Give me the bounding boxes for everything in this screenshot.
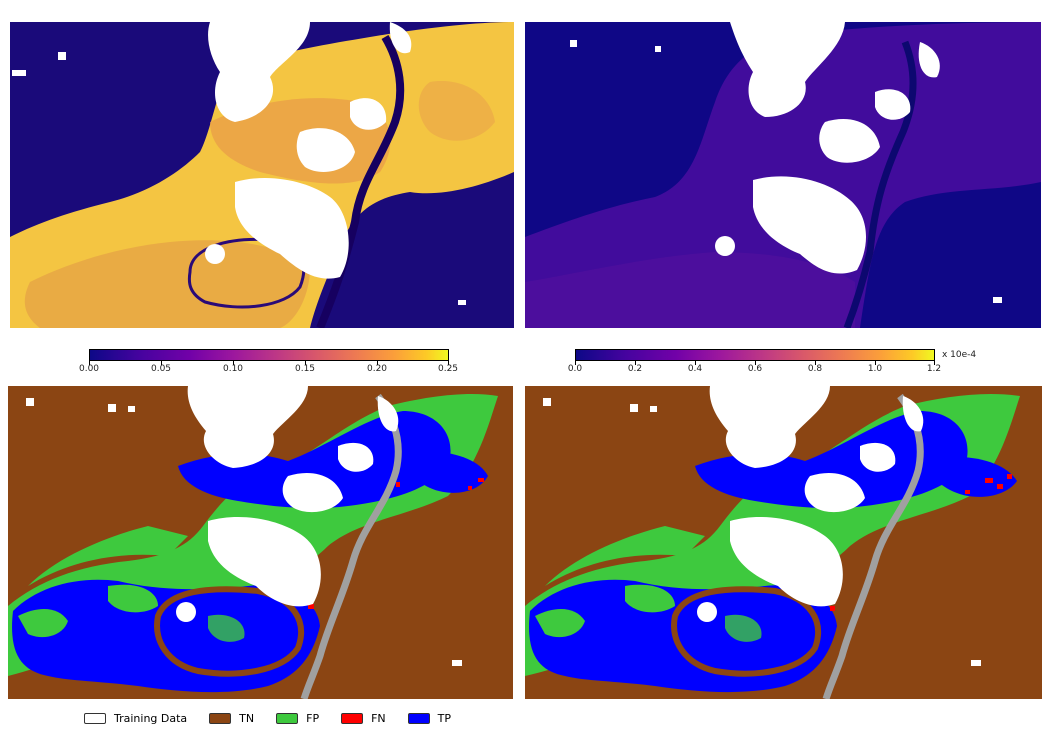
colorbar-tick: [233, 361, 234, 365]
colorbar-tick: [89, 361, 90, 365]
colorbar-unit-label: x 10e-4: [942, 350, 977, 360]
colorbar-tick-label: 1.2: [926, 364, 942, 374]
colorbar-tick: [755, 361, 756, 365]
colorbar-tick-label: 0.0: [567, 364, 583, 374]
colorbar-tick-label: 0.2: [627, 364, 643, 374]
colorbar-tick-label: 0.10: [222, 364, 244, 374]
legend-item-tn: TN: [209, 712, 254, 725]
colorbar-tick: [305, 361, 306, 365]
colorbar-tick: [815, 361, 816, 365]
colorbar-tick-label: 1.0: [867, 364, 883, 374]
colorbar-tick-label: 0.8: [807, 364, 823, 374]
legend-swatch: [84, 712, 106, 724]
colorbar-tick-label: 0.4: [687, 364, 703, 374]
colorbar-tick: [875, 361, 876, 365]
colorbar-mean: [89, 349, 449, 361]
colorbar-tick: [635, 361, 636, 365]
colorbar-tick-label: 0.25: [437, 364, 459, 374]
legend-label: Training Data: [114, 711, 188, 725]
legend-label: FN: [371, 711, 386, 725]
legend-swatch: [341, 712, 364, 724]
colorbar-uncertainty: [575, 349, 935, 361]
colorbar-tick: [448, 361, 449, 365]
legend-label: FP: [306, 711, 320, 725]
legend-item-fn: FN: [341, 712, 386, 725]
colorbar-tick-label: 0.15: [294, 364, 316, 374]
legend: Training Data TN FP FN TP: [84, 710, 473, 726]
legend-swatch: [407, 712, 430, 724]
colorbar-tick-label: 0.00: [78, 364, 100, 374]
legend-label: TN: [239, 711, 255, 725]
classification-map-right: [525, 386, 1042, 699]
legend-label: TP: [437, 711, 452, 725]
classification-map-left: [8, 386, 513, 699]
legend-swatch: [276, 712, 299, 724]
colorbar-tick-label: 0.05: [150, 364, 172, 374]
colorbar-tick: [695, 361, 696, 365]
legend-swatch: [209, 712, 232, 724]
legend-item-tp: TP: [407, 711, 452, 725]
legend-item-training-data: Training Data: [84, 712, 187, 725]
legend-item-fp: FP: [276, 712, 319, 725]
colorbar-tick-label: 0.6: [747, 364, 763, 374]
mean-prediction-map: [10, 22, 514, 328]
colorbar-tick-label: 0.20: [366, 364, 388, 374]
colorbar-tick: [934, 361, 935, 365]
colorbar-tick: [161, 361, 162, 365]
colorbar-tick: [575, 361, 576, 365]
colorbar-tick: [377, 361, 378, 365]
uncertainty-map: [525, 22, 1041, 328]
